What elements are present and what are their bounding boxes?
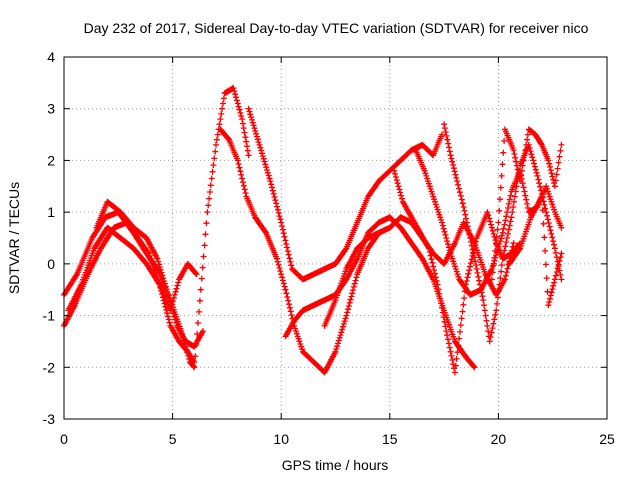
plot-frame bbox=[63, 56, 608, 420]
y-axis-label: SDTVAR / TECUs bbox=[6, 182, 22, 294]
marker-trace bbox=[488, 126, 565, 283]
chart-title: Day 232 of 2017, Sidereal Day-to-day VTE… bbox=[84, 20, 589, 36]
x-tick-label: 15 bbox=[382, 431, 398, 447]
marker-trace bbox=[506, 193, 565, 309]
marker-trace bbox=[282, 214, 478, 371]
y-tick-label: -1 bbox=[43, 308, 56, 324]
y-tick-label: -3 bbox=[43, 411, 56, 427]
series-trace-m bbox=[506, 193, 565, 309]
marker-trace bbox=[245, 105, 445, 283]
series-trace-g bbox=[282, 214, 478, 371]
y-tick-label: 0 bbox=[47, 256, 55, 272]
series-trace-k bbox=[441, 121, 565, 345]
marker-trace bbox=[217, 126, 382, 376]
y-tick-label: 3 bbox=[47, 101, 55, 117]
axis-ticks: 0 5 10 15 20 25 -3 -2 -1 0 1 2 3 4 bbox=[43, 49, 615, 447]
y-tick-label: 2 bbox=[47, 152, 55, 168]
y-tick-label: 4 bbox=[47, 49, 55, 65]
x-tick-label: 25 bbox=[599, 431, 615, 447]
data-markers bbox=[61, 85, 565, 376]
marker-trace bbox=[93, 198, 206, 350]
x-tick-label: 0 bbox=[60, 431, 68, 447]
x-tick-label: 20 bbox=[491, 431, 507, 447]
series-trace-e bbox=[217, 126, 382, 376]
series-trace-f bbox=[245, 105, 445, 283]
x-tick-label: 10 bbox=[273, 431, 289, 447]
y-tick-label: 1 bbox=[47, 204, 55, 220]
y-tick-label: -2 bbox=[43, 359, 56, 375]
marker-trace bbox=[441, 121, 565, 345]
x-axis-label: GPS time / hours bbox=[282, 457, 389, 473]
series-trace-d bbox=[93, 198, 206, 350]
series-trace-l bbox=[488, 126, 565, 283]
x-tick-label: 5 bbox=[169, 431, 177, 447]
